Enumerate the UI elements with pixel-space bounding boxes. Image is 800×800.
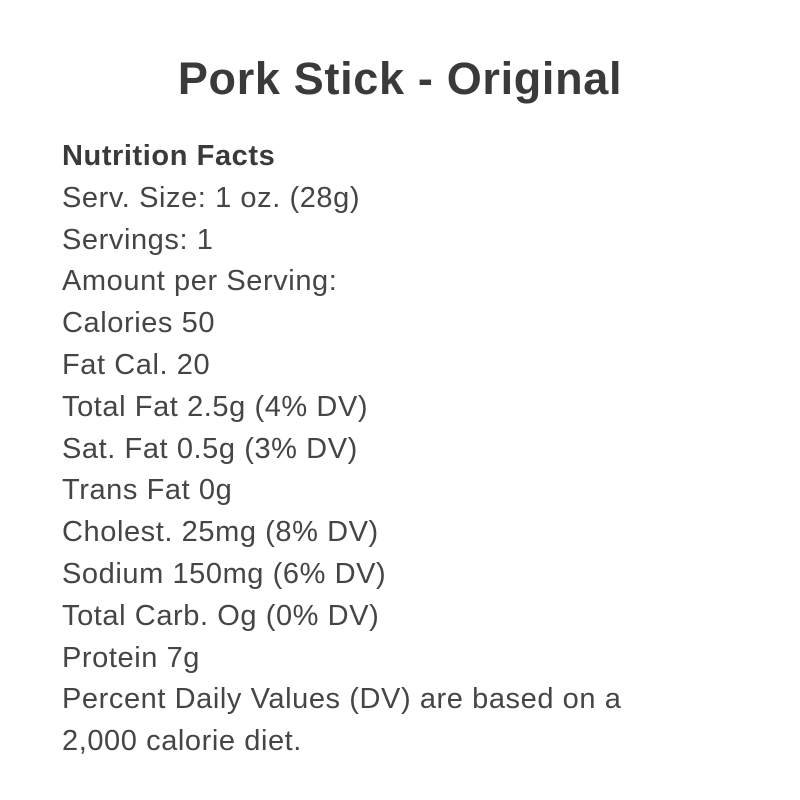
- nutrition-line-amount-per-serving: Amount per Serving:: [62, 265, 338, 298]
- nutrition-line-total-fat: Total Fat 2.5g (4% DV): [62, 390, 369, 423]
- nutrition-line-trans-fat: Trans Fat 0g: [62, 474, 233, 507]
- nutrition-line-serving-size: Serv. Size: 1 oz. (28g): [62, 181, 361, 214]
- nutrition-line-total-carb: Total Carb. Og (0% DV): [62, 599, 380, 632]
- nutrition-line-sodium: Sodium 150mg (6% DV): [62, 557, 387, 590]
- product-title: Pork Stick - Original: [177, 53, 623, 104]
- nutrition-facts-block: Nutrition Facts Serv. Size: 1 oz. (28g) …: [62, 136, 687, 763]
- nutrition-line-servings: Servings: 1: [62, 223, 214, 256]
- daily-values-footnote: Percent Daily Values (DV) are based on a…: [62, 683, 622, 758]
- nutrition-line-protein: Protein 7g: [62, 641, 200, 674]
- nutrition-line-saturated-fat: Sat. Fat 0.5g (3% DV): [62, 432, 358, 465]
- nutrition-line-calories: Calories 50: [62, 307, 216, 340]
- nutrition-facts-heading: Nutrition Facts: [62, 140, 276, 172]
- nutrition-line-cholesterol: Cholest. 25mg (8% DV): [62, 516, 379, 549]
- nutrition-line-fat-calories: Fat Cal. 20: [62, 348, 211, 381]
